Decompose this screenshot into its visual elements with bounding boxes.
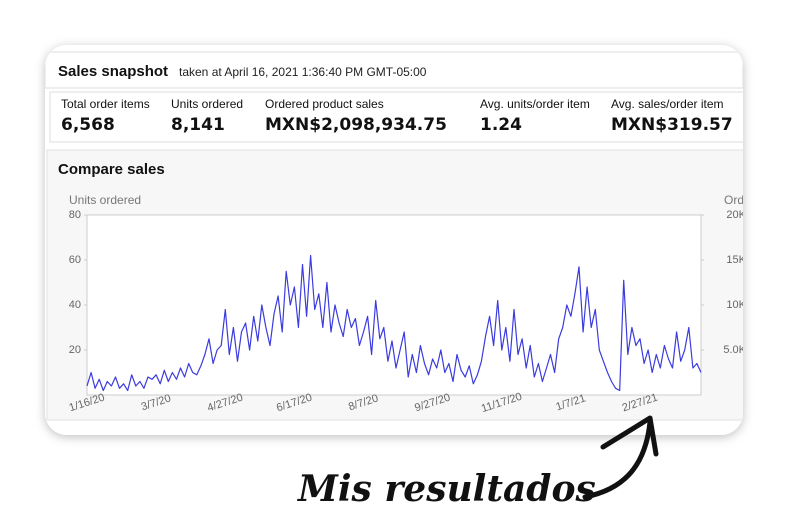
y2-tick-label: 10K — [726, 299, 746, 311]
plot-area — [86, 214, 702, 396]
metric-label: Avg. units/order item — [480, 97, 590, 111]
annotation: Mis resultados — [296, 468, 596, 510]
metric-label: Total order items — [61, 97, 150, 111]
metric-label: Ordered product sales — [265, 97, 384, 111]
metric-value: 6,568 — [61, 115, 115, 135]
card-content: Sales snapshot taken at April 16, 2021 1… — [45, 51, 746, 421]
metric-value: MXN$2,098,934.75 — [265, 115, 447, 135]
metric-label: Avg. sales/order item — [611, 97, 724, 111]
y-tick-label: 80 — [69, 209, 81, 221]
y-axis-label: Units ordered — [69, 193, 141, 207]
header-bar — [45, 51, 743, 89]
metric-value: 8,141 — [171, 115, 225, 135]
y2-tick-label: 20K — [726, 209, 746, 221]
y-tick-label: 20 — [69, 344, 81, 356]
header-title: Sales snapshot — [58, 63, 168, 80]
y-tick-label: 40 — [69, 299, 81, 311]
y2-tick-label: 15K — [726, 254, 746, 266]
chart-title: Compare sales — [58, 161, 165, 178]
y-tick-label: 60 — [69, 254, 81, 266]
annotation-arrowhead — [600, 415, 659, 457]
metrics-box — [49, 91, 743, 143]
y2-axis-label: Ord — [724, 193, 744, 207]
metric-value: 1.24 — [480, 115, 522, 135]
annotation-arrow — [582, 419, 653, 500]
y2-tick-label: 5.0K — [723, 344, 746, 356]
header-subtitle: taken at April 16, 2021 1:36:40 PM GMT-0… — [179, 65, 427, 79]
metric-value: MXN$319.57 — [611, 115, 733, 135]
data-line — [86, 254, 702, 392]
metric-label: Units ordered — [171, 97, 243, 111]
